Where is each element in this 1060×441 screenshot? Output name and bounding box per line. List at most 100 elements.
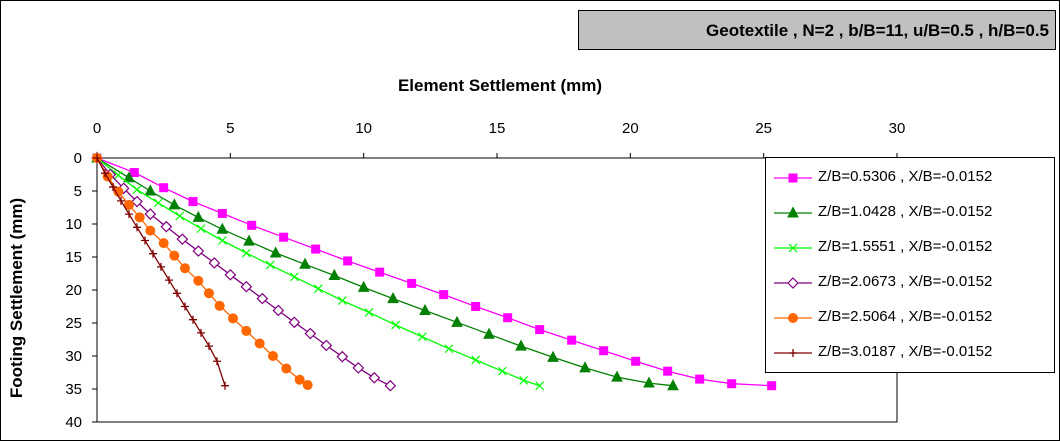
data-point (289, 272, 299, 282)
series-3 (92, 153, 545, 391)
data-point (391, 320, 401, 330)
x-axis-title: Element Settlement (mm) (397, 76, 603, 95)
data-point (217, 236, 227, 245)
data-point (123, 171, 135, 183)
data-point (221, 381, 229, 390)
data-point (451, 315, 463, 327)
legend-item: Z/B=0.5306 , X/B=-0.0152 (766, 160, 1054, 196)
data-point (483, 327, 495, 339)
x-tick-label: 30 (889, 120, 906, 137)
data-point (117, 196, 125, 205)
data-point (134, 212, 145, 223)
data-point (579, 361, 591, 373)
data-point (208, 257, 221, 269)
data-point (192, 210, 205, 222)
data-point (535, 381, 545, 391)
data-point (176, 233, 189, 246)
data-point (419, 303, 431, 315)
data-point (471, 302, 481, 311)
data-point (193, 275, 204, 286)
data-point (294, 374, 305, 385)
data-point (224, 268, 237, 281)
series-line (96, 157, 772, 387)
plot-area (96, 157, 898, 423)
x-tick-label: 10 (355, 120, 372, 137)
data-point (767, 381, 777, 391)
data-point (357, 280, 370, 292)
data-point (302, 380, 313, 391)
y-tick-label: 30 (65, 348, 82, 365)
legend-label: Z/B=1.0428 , X/B=-0.0152 (818, 203, 993, 220)
data-point (216, 222, 229, 234)
legend-item: Z/B=1.0428 , X/B=-0.0152 (766, 195, 1054, 231)
data-point (299, 257, 311, 269)
data-point (631, 356, 641, 366)
data-point (205, 342, 213, 351)
data-point (101, 169, 109, 178)
data-point (519, 375, 529, 385)
data-point (159, 183, 169, 193)
data-point (157, 262, 165, 271)
data-point (254, 338, 265, 349)
data-point (320, 339, 333, 352)
data-point (241, 325, 252, 336)
data-point (113, 170, 123, 180)
data-point (173, 289, 181, 298)
data-point (643, 376, 655, 388)
x-tick-label: 15 (489, 120, 506, 137)
data-point (364, 308, 374, 317)
legend-marker (788, 243, 798, 253)
chart-legend: Z/B=0.5306 , X/B=-0.0152 Z/B=1.0428 , X/B… (765, 157, 1055, 373)
data-point (304, 327, 317, 340)
series-6 (93, 154, 229, 390)
data-point (328, 268, 341, 280)
data-point (160, 220, 173, 233)
data-point (515, 339, 527, 351)
y-tick-label: 10 (65, 216, 82, 233)
legend-marker (787, 206, 799, 218)
data-point (368, 371, 381, 384)
legend-marker (787, 277, 799, 289)
legend-marker (788, 313, 798, 323)
legend-item: Z/B=2.5064 , X/B=-0.0152 (766, 300, 1054, 336)
legend-item: Z/B=1.5551 , X/B=-0.0152 (766, 230, 1054, 266)
data-point (256, 292, 269, 305)
data-point (384, 379, 397, 392)
data-point (444, 344, 454, 354)
y-tick-label: 5 (74, 183, 82, 200)
data-point (188, 197, 198, 207)
y-tick-label: 25 (65, 315, 82, 332)
data-point (145, 225, 156, 236)
data-point (599, 346, 609, 356)
data-point (129, 168, 139, 178)
y-tick-label: 35 (65, 381, 82, 398)
x-tick-label: 25 (755, 120, 772, 137)
data-point (288, 316, 301, 329)
data-point (265, 260, 275, 270)
series-5 (92, 153, 313, 391)
data-point (471, 355, 481, 365)
data-point (144, 208, 157, 220)
data-point (175, 211, 185, 221)
y-tick-label: 0 (74, 150, 82, 167)
legend-swatch (774, 349, 812, 357)
x-tick-label: 20 (622, 120, 639, 137)
data-point (243, 234, 255, 246)
data-point (124, 199, 134, 210)
data-point (109, 183, 117, 192)
legend-label: Z/B=1.5551 , X/B=-0.0152 (818, 238, 993, 255)
data-point (337, 296, 347, 305)
data-point (131, 195, 143, 208)
data-point (132, 185, 142, 195)
data-point (497, 366, 507, 376)
legend-item: Z/B=2.0673 , X/B=-0.0152 (766, 265, 1054, 301)
y-tick-label: 15 (65, 249, 82, 266)
data-point (313, 284, 323, 294)
data-point (93, 154, 101, 162)
legend-label: Z/B=0.5306 , X/B=-0.0152 (818, 168, 993, 185)
data-point (141, 236, 149, 245)
data-point (240, 280, 253, 293)
data-point (695, 374, 705, 384)
legend-marker (789, 349, 797, 357)
